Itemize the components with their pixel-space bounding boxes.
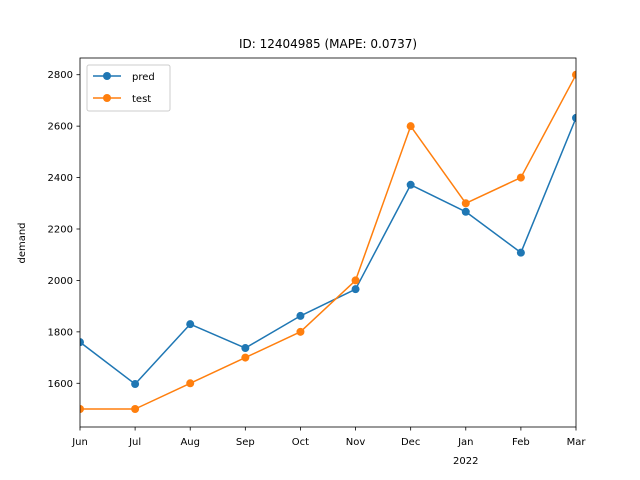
y-tick-label: 2800 — [48, 70, 73, 81]
data-point-test — [131, 405, 140, 413]
data-point-pred — [80, 338, 84, 347]
data-point-test — [241, 353, 250, 362]
data-point-test — [461, 199, 470, 208]
x-year-label: 2022 — [453, 456, 478, 467]
data-point-pred — [186, 320, 195, 329]
y-axis-label: demand — [17, 222, 28, 263]
x-tick-label: Jun — [71, 437, 88, 448]
chart-title: ID: 12404985 (MAPE: 0.0737) — [239, 37, 417, 51]
x-tick-label: Dec — [401, 437, 420, 448]
data-point-test — [351, 276, 360, 285]
x-tick-label: Feb — [512, 437, 530, 448]
data-point-test — [296, 327, 305, 336]
data-point-pred — [406, 180, 415, 189]
series-line-pred — [80, 117, 576, 385]
data-point-pred — [131, 380, 140, 389]
legend: pred test — [86, 64, 171, 112]
y-tick-label: 1600 — [48, 379, 73, 390]
data-point-pred — [351, 285, 360, 294]
x-tick-label: Mar — [567, 437, 587, 448]
data-point-test — [516, 173, 525, 182]
x-tick-label: Jul — [128, 437, 141, 448]
x-tick-label: Oct — [292, 437, 309, 448]
plot-frame — [79, 57, 577, 428]
data-point-test — [572, 70, 576, 79]
x-tick-label: Sep — [236, 437, 255, 448]
plot-area: 1600 1800 2000 2200 2400 2600 2800 Jun Jul Aug Sep… — [48, 57, 587, 467]
y-tick-label: 2400 — [48, 173, 73, 184]
legend-label: pred — [132, 72, 155, 83]
data-point-pred — [461, 207, 470, 216]
legend-box — [86, 64, 171, 112]
legend-marker — [103, 94, 111, 102]
data-point-pred — [572, 113, 576, 122]
series-pred — [80, 113, 576, 389]
x-tick-label: Jan — [457, 437, 473, 448]
data-point-pred — [241, 344, 250, 353]
legend-entry-pred: pred — [93, 72, 155, 83]
data-point-test — [406, 122, 415, 131]
legend-marker — [103, 72, 111, 80]
data-point-test — [80, 405, 84, 413]
legend-entry-test: test — [93, 94, 151, 105]
y-tick-label: 1800 — [48, 327, 73, 338]
data-point-pred — [516, 248, 525, 257]
data-point-pred — [296, 311, 305, 320]
x-tick-label: Nov — [346, 437, 366, 448]
x-tick-label: Aug — [180, 437, 200, 448]
y-tick-label: 2600 — [48, 122, 73, 133]
legend-label: test — [132, 94, 151, 105]
series-test — [80, 70, 576, 413]
y-tick-label: 2200 — [48, 225, 73, 236]
data-point-test — [186, 379, 195, 388]
series-line-test — [80, 74, 576, 410]
y-tick-label: 2000 — [48, 276, 73, 287]
